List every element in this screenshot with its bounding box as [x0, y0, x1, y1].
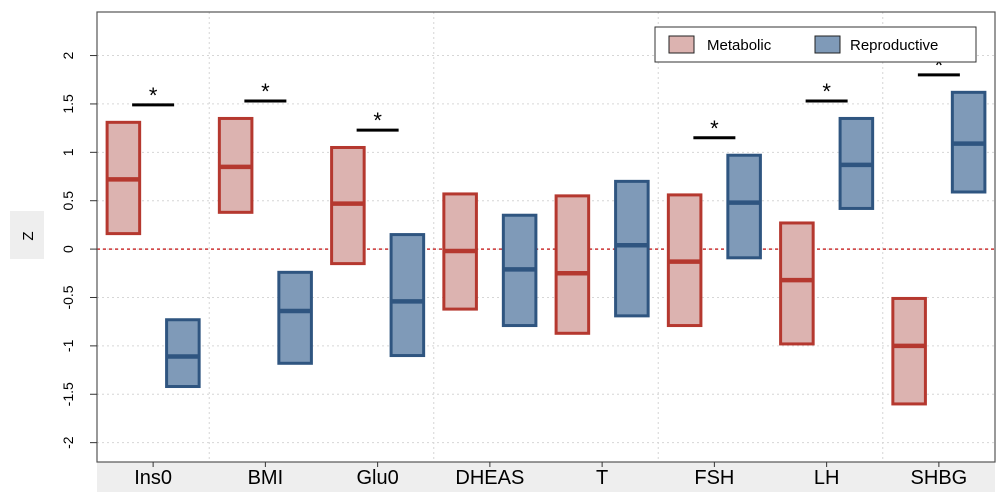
box-rect [614, 179, 650, 318]
y-tick-label: -1.5 [60, 382, 76, 406]
box-reproductive-fsh [726, 153, 762, 260]
significance-star: * [149, 83, 158, 108]
x-axis: Ins0 BMI Glu0 DHEAS T FSH LH SHBG [134, 462, 967, 489]
box-rect [389, 233, 426, 358]
box-metabolic-shbg [891, 296, 927, 406]
box-rect [891, 296, 927, 406]
significance-markers: * * * * * * [132, 53, 960, 141]
box-rect [554, 194, 591, 335]
legend-label-reproductive: Reproductive [850, 37, 938, 54]
box-rect [165, 318, 201, 389]
box-reproductive-t [614, 179, 650, 318]
box-reproductive-dheas [501, 213, 538, 328]
significance-star: * [935, 53, 944, 78]
box-reproductive-glu0 [389, 233, 426, 358]
box-series [105, 90, 987, 406]
legend-swatch-reproductive [814, 35, 841, 54]
y-tick-label: 2 [60, 51, 76, 59]
x-tick-label-glu0: Glu0 [357, 467, 399, 489]
x-tick-label-dheas: DHEAS [455, 467, 524, 489]
significance-star: * [261, 79, 270, 104]
y-tick-label: 0 [60, 245, 76, 253]
x-tick-label-fsh: FSH [694, 467, 734, 489]
x-tick-label-shbg: SHBG [911, 467, 968, 489]
box-rect [277, 270, 313, 365]
plot-frame [96, 11, 996, 463]
y-tick-label: 1 [60, 148, 76, 156]
legend-swatch-metabolic [668, 35, 695, 54]
box-metabolic-glu0 [330, 145, 366, 266]
x-tick-label-ins0: Ins0 [134, 467, 172, 489]
box-reproductive-lh [838, 116, 875, 210]
y-tick-label: 1.5 [60, 94, 76, 114]
box-rect [726, 153, 762, 260]
legend: Metabolic Reproductive [654, 26, 977, 63]
grid-lines [97, 12, 995, 462]
y-axis-label: Z [20, 231, 37, 240]
legend-label-metabolic: Metabolic [707, 37, 772, 54]
xaxis-background [97, 462, 995, 492]
box-metabolic-ins0 [105, 120, 142, 236]
legend-frame [654, 26, 977, 63]
box-reproductive-bmi [277, 270, 313, 365]
box-metabolic-dheas [442, 192, 478, 311]
x-tick-label-bmi: BMI [248, 467, 284, 489]
x-tick-label-t: T [596, 467, 608, 489]
y-tick-label: -1 [60, 339, 76, 352]
y-tick-label: -0.5 [60, 285, 76, 309]
box-reproductive-shbg [950, 90, 987, 194]
y-tick-label: -2 [60, 436, 76, 449]
box-metabolic-lh [779, 221, 815, 346]
box-metabolic-fsh [666, 193, 703, 328]
y-axis: -2 -1.5 -1 -0.5 0 0.5 1 1.5 2 [60, 51, 97, 449]
significance-star: * [373, 108, 382, 133]
significance-star: * [822, 79, 831, 104]
box-rect [779, 221, 815, 346]
y-tick-label: 0.5 [60, 191, 76, 211]
ylabel-background [10, 211, 44, 259]
box-metabolic-bmi [217, 116, 254, 214]
significance-star: * [710, 116, 719, 141]
x-tick-label-lh: LH [814, 467, 840, 489]
box-reproductive-ins0 [165, 318, 201, 389]
box-metabolic-t [554, 194, 591, 335]
